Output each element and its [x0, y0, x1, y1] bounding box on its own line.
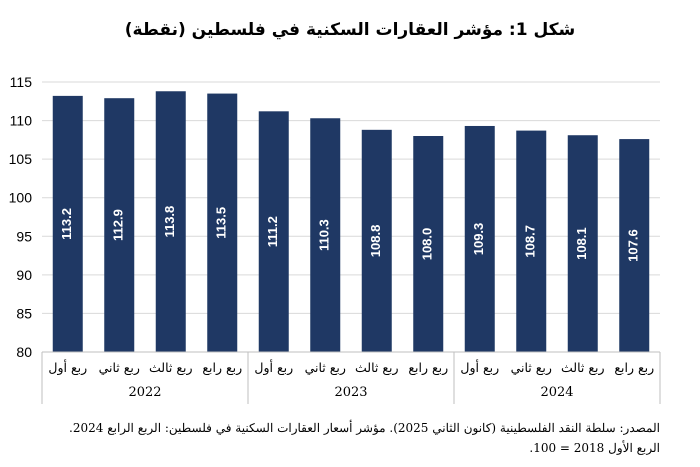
y-tick-label: 100 [9, 190, 33, 206]
bar [361, 129, 392, 352]
bar [464, 125, 495, 352]
bar [619, 139, 650, 352]
bar [310, 118, 341, 352]
category-label: ربع ثالث [149, 360, 193, 376]
bar-value-label: 113.8 [162, 206, 177, 238]
bar-value-label: 112.9 [111, 209, 126, 241]
bar [104, 98, 135, 352]
category-label: ربع رابع [408, 360, 448, 376]
category-label: ربع ثالث [561, 360, 605, 376]
y-tick-label: 110 [10, 113, 33, 129]
chart-title: شكل 1: مؤشر العقارات السكنية في فلسطين (… [124, 20, 576, 40]
category-label: ربع أول [48, 359, 87, 376]
bar [516, 130, 547, 352]
category-label: ربع ثاني [99, 360, 140, 376]
y-tick-label: 115 [10, 74, 33, 90]
category-label: ربع رابع [614, 360, 654, 376]
category-label: ربع أول [460, 359, 499, 376]
bar-value-label: 108.1 [574, 227, 589, 260]
year-group-label: 2022 [128, 385, 161, 400]
year-group-label: 2024 [540, 385, 573, 400]
bar-value-label: 108.0 [420, 228, 435, 261]
bar-value-label: 113.2 [59, 208, 74, 240]
source-note: المصدر: سلطة النقد الفلسطينية (كانون الث… [40, 418, 660, 458]
y-tick-label: 95 [16, 228, 32, 244]
y-tick-label: 80 [16, 344, 32, 360]
category-label: ربع رابع [202, 360, 242, 376]
y-tick-label: 90 [16, 267, 32, 283]
bar [52, 95, 83, 352]
source-line-2: الربع الأول 2018 = 100. [529, 441, 660, 455]
source-line-1: المصدر: سلطة النقد الفلسطينية (كانون الث… [69, 421, 660, 435]
bar [207, 93, 238, 353]
bar-value-label: 113.5 [214, 207, 229, 239]
category-label: ربع ثالث [355, 360, 399, 376]
bar [258, 111, 289, 352]
bar-value-label: 109.3 [471, 223, 486, 256]
bar-value-label: 108.7 [523, 225, 538, 258]
bar [155, 91, 186, 352]
category-label: ربع ثاني [511, 360, 552, 376]
bar-value-label: 107.6 [626, 229, 641, 262]
bar [413, 136, 444, 352]
bar-value-label: 111.2 [265, 216, 280, 247]
bar [567, 135, 598, 352]
category-label: ربع ثاني [305, 360, 346, 376]
bar-value-label: 110.3 [317, 219, 332, 251]
y-tick-label: 105 [9, 151, 33, 167]
category-label: ربع أول [254, 359, 293, 376]
year-group-label: 2023 [334, 385, 367, 400]
bar-value-label: 108.8 [368, 225, 383, 258]
y-tick-label: 85 [16, 305, 32, 321]
